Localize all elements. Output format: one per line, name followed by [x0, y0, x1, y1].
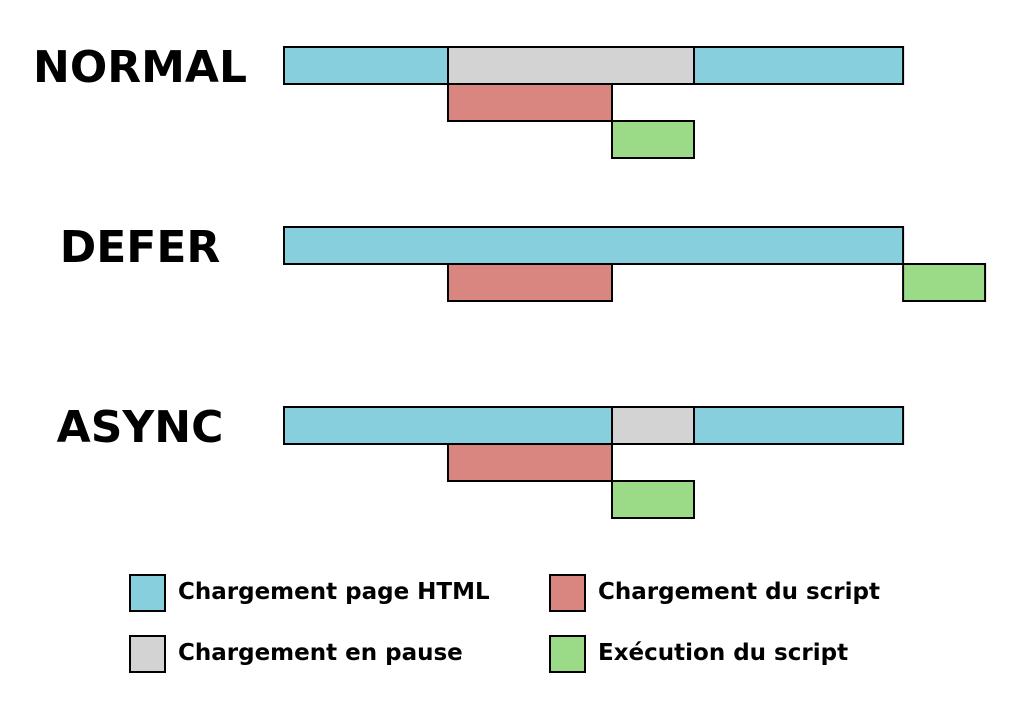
legend-swatch-html: [129, 574, 166, 612]
legend: Chargement page HTML Chargement du scrip…: [129, 574, 880, 673]
timeline-segments: [283, 46, 987, 519]
defer-script-exec-segment: [902, 263, 987, 302]
async-html-load-segment: [283, 406, 613, 445]
normal-paused-segment: [447, 46, 695, 85]
legend-label-script-load: Chargement du script: [598, 579, 880, 605]
legend-swatch-pause: [129, 635, 166, 673]
async-html-load-segment: [693, 406, 905, 445]
row-label-defer: DEFER: [60, 222, 221, 273]
normal-html-load-segment: [693, 46, 905, 85]
normal-script-exec-segment: [611, 120, 695, 159]
legend-swatch-script-exec: [549, 635, 586, 673]
normal-script-load-segment: [447, 83, 613, 122]
defer-html-load-segment: [283, 226, 905, 265]
async-script-exec-segment: [611, 480, 695, 519]
legend-label-pause: Chargement en pause: [178, 640, 463, 666]
legend-label-script-exec: Exécution du script: [598, 640, 848, 666]
async-paused-segment: [611, 406, 695, 445]
row-label-normal: NORMAL: [33, 42, 247, 93]
legend-swatch-script-load: [549, 574, 586, 612]
legend-label-html: Chargement page HTML: [178, 579, 490, 605]
row-label-async: ASYNC: [57, 402, 224, 453]
async-script-load-segment: [447, 443, 613, 482]
defer-script-load-segment: [447, 263, 613, 302]
normal-html-load-segment: [283, 46, 449, 85]
